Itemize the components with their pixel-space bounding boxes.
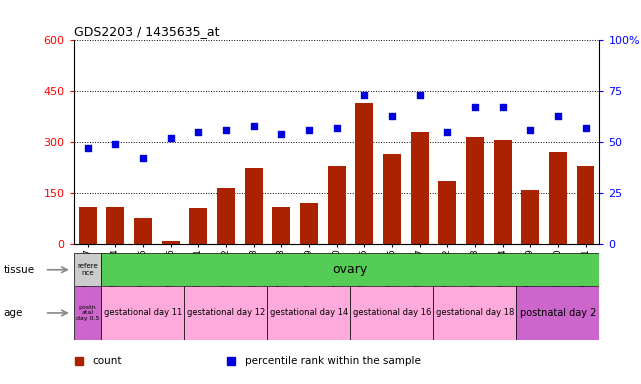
Point: [165, 135, 176, 141]
Bar: [410, 132, 428, 244]
Point: [387, 113, 397, 119]
Bar: [74, 253, 101, 286]
Text: gestational day 14: gestational day 14: [270, 308, 348, 318]
Point: [110, 141, 121, 147]
Bar: [328, 166, 345, 244]
Bar: [189, 208, 207, 244]
Bar: [134, 218, 152, 244]
Bar: [351, 286, 433, 340]
Text: ovary: ovary: [333, 263, 368, 276]
Text: refere
nce: refere nce: [77, 263, 98, 276]
Point: [497, 104, 508, 111]
Point: [221, 127, 231, 133]
Text: age: age: [3, 308, 22, 318]
Bar: [74, 286, 101, 340]
Bar: [245, 167, 263, 244]
Bar: [494, 141, 512, 244]
Bar: [300, 203, 318, 244]
Bar: [272, 207, 290, 244]
Text: postn
atal
day 0.5: postn atal day 0.5: [76, 305, 99, 321]
Bar: [521, 190, 539, 244]
Bar: [267, 286, 351, 340]
Text: gestational day 18: gestational day 18: [436, 308, 514, 318]
Bar: [517, 286, 599, 340]
Point: [331, 125, 342, 131]
Bar: [466, 137, 484, 244]
Point: [442, 129, 453, 135]
Text: postnatal day 2: postnatal day 2: [520, 308, 596, 318]
Point: [83, 145, 93, 151]
Bar: [438, 181, 456, 244]
Bar: [549, 152, 567, 244]
Point: [359, 92, 369, 98]
Text: gestational day 12: gestational day 12: [187, 308, 265, 318]
Point: [138, 155, 148, 161]
Text: gestational day 11: gestational day 11: [104, 308, 182, 318]
Text: gestational day 16: gestational day 16: [353, 308, 431, 318]
Point: [193, 129, 203, 135]
Bar: [101, 286, 185, 340]
Text: count: count: [92, 356, 122, 366]
Point: [553, 113, 563, 119]
Bar: [185, 286, 267, 340]
Text: percentile rank within the sample: percentile rank within the sample: [245, 356, 420, 366]
Text: GDS2203 / 1435635_at: GDS2203 / 1435635_at: [74, 25, 219, 38]
Point: [414, 92, 424, 98]
Bar: [217, 188, 235, 244]
Bar: [79, 207, 97, 244]
Bar: [433, 286, 517, 340]
Bar: [383, 154, 401, 244]
Point: [304, 127, 314, 133]
Point: [276, 131, 287, 137]
Point: [580, 125, 590, 131]
Bar: [355, 103, 373, 244]
Point: [470, 104, 480, 111]
Bar: [162, 241, 179, 244]
Bar: [106, 207, 124, 244]
Point: [249, 123, 259, 129]
Text: tissue: tissue: [3, 265, 35, 275]
Bar: [576, 166, 594, 244]
Point: [525, 127, 535, 133]
